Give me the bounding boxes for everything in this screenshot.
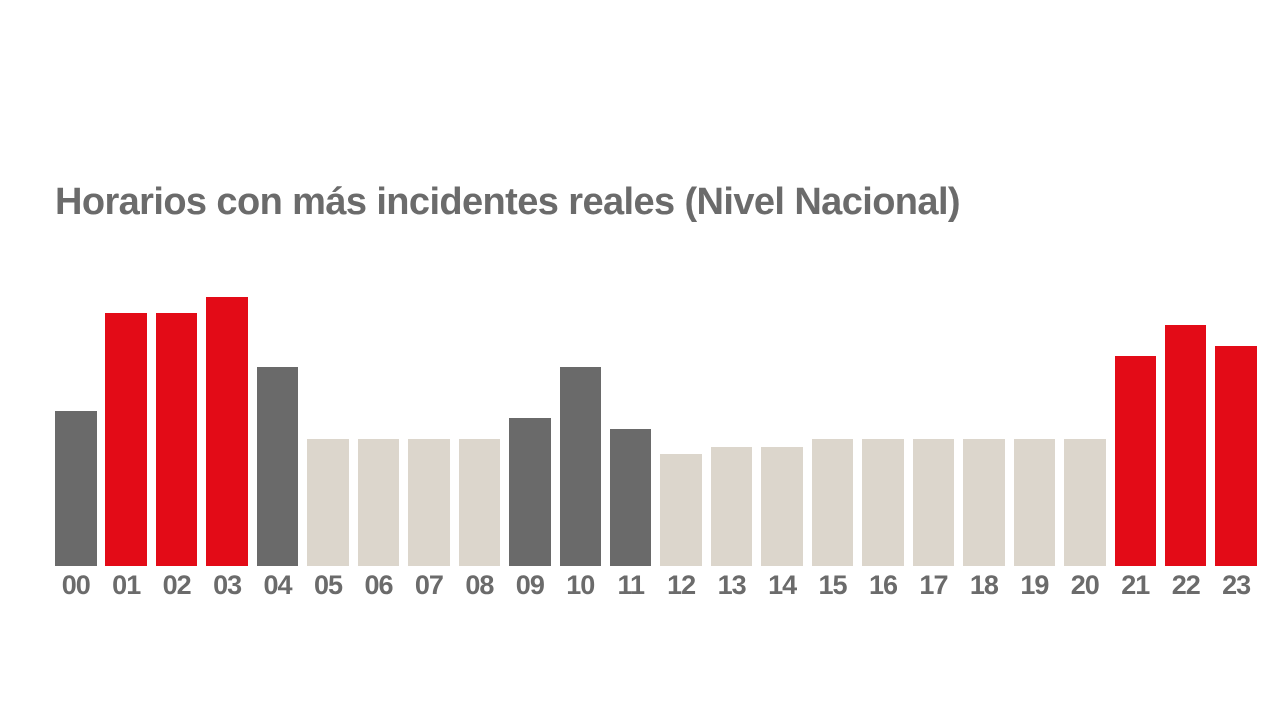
x-label-02: 02 xyxy=(162,570,192,600)
x-label-21: 21 xyxy=(1121,570,1150,600)
bar-19 xyxy=(1013,438,1056,566)
bar-07 xyxy=(408,438,450,566)
x-axis-labels: 00 01 02 03 04 05 06 07 08 09 10 11 12 13 14 15 16 17 18 19… xyxy=(55,570,1257,601)
bar-03 xyxy=(206,297,248,566)
bar-16 xyxy=(862,438,904,566)
x-label-05: 05 xyxy=(313,570,343,600)
bar-18 xyxy=(963,438,1005,566)
bar-23 xyxy=(1215,346,1257,566)
x-label-23: 23 xyxy=(1222,570,1251,600)
x-label-10: 10 xyxy=(566,570,595,600)
bar-15 xyxy=(811,438,854,566)
bar-06 xyxy=(357,438,400,566)
x-label-19: 19 xyxy=(1020,570,1049,600)
bar-10 xyxy=(559,367,602,566)
x-label-12: 12 xyxy=(667,570,696,600)
bar-01 xyxy=(105,313,147,566)
x-label-20: 20 xyxy=(1070,570,1100,600)
x-label-09: 09 xyxy=(515,570,545,600)
x-label-07: 07 xyxy=(414,570,444,600)
bar-02 xyxy=(155,313,198,566)
x-label-11: 11 xyxy=(617,570,645,600)
bar-04 xyxy=(256,367,299,566)
bar-09 xyxy=(509,417,551,566)
x-label-13: 13 xyxy=(717,570,747,600)
x-label-17: 17 xyxy=(919,570,948,600)
bar-05 xyxy=(307,438,349,566)
bar-11 xyxy=(609,428,652,566)
x-label-16: 16 xyxy=(868,570,898,600)
x-label-22: 22 xyxy=(1171,570,1201,600)
x-label-18: 18 xyxy=(969,570,999,600)
x-label-03: 03 xyxy=(213,570,242,600)
x-label-00: 00 xyxy=(61,570,91,600)
bar-17 xyxy=(912,438,955,566)
bar-21 xyxy=(1114,355,1157,566)
bar-12 xyxy=(660,453,702,566)
bar-13 xyxy=(710,446,753,566)
x-label-15: 15 xyxy=(818,570,848,600)
bar-20 xyxy=(1064,438,1106,566)
x-label-06: 06 xyxy=(364,570,393,600)
x-label-04: 04 xyxy=(263,570,293,600)
bar-22 xyxy=(1164,324,1207,566)
bar-08 xyxy=(458,438,501,566)
x-label-08: 08 xyxy=(465,570,494,600)
chart-title: Horarios con más incidentes reales (Nive… xyxy=(55,181,961,223)
x-label-14: 14 xyxy=(768,570,797,600)
bar-series xyxy=(55,297,1257,566)
x-label-01: 01 xyxy=(112,570,141,600)
bar-00 xyxy=(55,410,97,566)
bar-14 xyxy=(761,446,803,566)
